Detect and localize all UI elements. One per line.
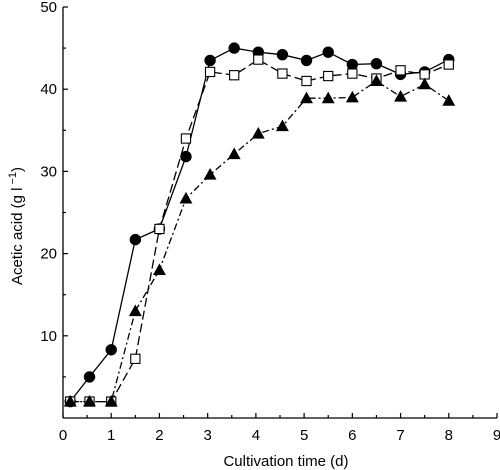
series-markers xyxy=(63,42,456,408)
series-3-point-14 xyxy=(369,74,383,86)
y-tick-label-50: 50 xyxy=(40,0,57,16)
series-3-point-2 xyxy=(83,394,96,407)
series-2-line xyxy=(70,58,450,403)
y-tick-label-40: 40 xyxy=(40,81,57,98)
series-2-point-13 xyxy=(347,68,358,79)
series-3-point-17 xyxy=(442,94,456,106)
x-tick-label-1: 1 xyxy=(107,427,115,444)
series-1-point-14 xyxy=(370,58,383,70)
series-3-point-11 xyxy=(300,91,313,104)
series-3-point-9 xyxy=(251,126,265,139)
series-lines xyxy=(69,47,450,403)
series-2-point-5 xyxy=(154,223,165,235)
series-1-point-10 xyxy=(276,48,289,61)
series-3-point-12 xyxy=(321,91,335,104)
x-tick-label-5: 5 xyxy=(300,427,308,444)
x-tick-label-0: 0 xyxy=(59,427,67,444)
x-tick-label-7: 7 xyxy=(396,427,404,444)
x-axis-label: Cultivation time (d) xyxy=(223,453,348,470)
series-3-point-16 xyxy=(418,77,432,90)
x-tick-label-2: 2 xyxy=(155,427,163,444)
series-2-point-12 xyxy=(323,70,334,82)
series-2-point-11 xyxy=(301,75,312,87)
series-3-point-6 xyxy=(179,191,193,204)
series-1-point-7 xyxy=(204,54,216,67)
y-axis-label-exponent: −1 xyxy=(7,172,19,185)
series-1-point-2 xyxy=(83,371,96,383)
series-1-line xyxy=(69,47,450,403)
series-3-point-1 xyxy=(63,394,77,407)
series-1-point-8 xyxy=(228,42,240,54)
x-tick-label-9: 9 xyxy=(493,427,500,444)
series-3-point-10 xyxy=(275,119,289,132)
series-3-point-8 xyxy=(227,147,241,160)
x-tick-label-4: 4 xyxy=(252,427,260,444)
series-3-point-5 xyxy=(152,263,166,276)
series-2-point-8 xyxy=(229,70,240,81)
series-1-point-12 xyxy=(322,46,334,58)
series-3-line xyxy=(70,80,450,403)
series-2-point-10 xyxy=(277,68,288,79)
series-1-point-6 xyxy=(180,150,192,163)
series-2-point-9 xyxy=(253,54,264,65)
series-2-point-4 xyxy=(130,353,141,364)
series-3-point-13 xyxy=(345,90,359,103)
series-3-point-15 xyxy=(394,89,408,102)
series-2-point-6 xyxy=(180,133,192,144)
y-tick-label-10: 10 xyxy=(40,328,57,345)
y-axis-label-main: Acetic acid (g l xyxy=(9,188,26,286)
y-axis-label: Acetic acid (g l −1) xyxy=(7,167,26,285)
series-1-point-3 xyxy=(105,344,117,356)
y-axis-label-suffix: ) xyxy=(9,167,26,172)
x-tick-label-3: 3 xyxy=(203,427,211,444)
series-3-point-3 xyxy=(104,394,118,407)
x-tick-label-8: 8 xyxy=(445,427,453,444)
series-1-point-11 xyxy=(300,54,313,67)
series-1-point-4 xyxy=(129,233,142,246)
x-tick-label-6: 6 xyxy=(348,427,356,444)
series-3-point-4 xyxy=(128,304,142,317)
series-3-point-7 xyxy=(203,168,217,180)
series-2-point-15 xyxy=(395,65,406,76)
series-1-point-13 xyxy=(346,58,359,71)
series-2-point-7 xyxy=(204,66,216,78)
series-2-point-17 xyxy=(443,59,454,70)
ticks: 0 1 2 3 4 5 6 7 8 9 10 20 30 40 50 xyxy=(40,0,500,444)
y-tick-label-20: 20 xyxy=(40,246,57,263)
y-tick-label-30: 30 xyxy=(40,163,57,180)
series-2-point-16 xyxy=(419,69,430,80)
